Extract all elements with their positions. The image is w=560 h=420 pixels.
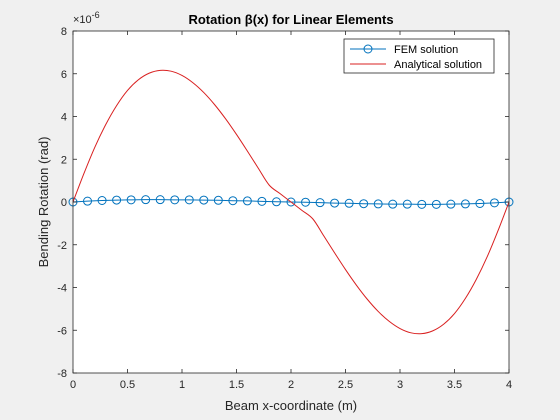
x-tick-label: 1.5 — [229, 379, 244, 391]
x-tick-label: 0 — [70, 379, 76, 391]
data-point — [97, 196, 107, 206]
x-tick-label: 3.5 — [447, 379, 462, 391]
y-tick-label: 0 — [61, 197, 67, 209]
y-tick-label: 8 — [61, 26, 67, 38]
data-point — [417, 199, 427, 209]
data-point — [301, 197, 311, 207]
data-point — [344, 198, 354, 208]
x-tick-label: 2 — [288, 379, 294, 391]
y-tick-label: 6 — [61, 69, 67, 81]
series-line-1 — [73, 69, 509, 335]
legend-fem-marker — [363, 44, 373, 54]
x-tick-label: 2.5 — [338, 379, 353, 391]
data-point — [112, 195, 122, 205]
data-point — [170, 195, 180, 205]
legend-analytical-label: Analytical solution — [394, 59, 482, 71]
data-point — [155, 195, 165, 205]
x-tick-label: 0.5 — [120, 379, 135, 391]
data-point — [402, 199, 412, 209]
data-point — [83, 196, 93, 206]
data-point — [228, 196, 238, 206]
y-axis-label: Bending Rotation (rad) — [36, 137, 51, 268]
data-point — [315, 198, 325, 208]
data-point — [475, 198, 485, 208]
legend: FEM solution Analytical solution — [343, 38, 495, 74]
y-tick-label: -8 — [57, 368, 67, 380]
y-tick-label: -2 — [57, 240, 67, 252]
y-tick-label: 4 — [61, 112, 67, 124]
y-tick-label: -4 — [57, 283, 67, 295]
data-point — [242, 196, 252, 206]
data-point — [330, 198, 340, 208]
data-point — [489, 198, 499, 208]
data-point — [199, 195, 209, 205]
y-tick-label: -6 — [57, 325, 67, 337]
data-point — [373, 199, 383, 209]
data-point — [446, 199, 456, 209]
data-point — [141, 195, 151, 205]
y-tick-label: 2 — [61, 154, 67, 166]
legend-fem-label: FEM solution — [394, 44, 458, 56]
x-tick-label: 3 — [397, 379, 403, 391]
y-exponent-label: ×10-6 — [73, 10, 100, 26]
x-axis-label: Beam x-coordinate (m) — [225, 398, 357, 413]
chart-title: Rotation β(x) for Linear Elements — [188, 12, 393, 27]
data-point — [460, 199, 470, 209]
x-tick-label: 4 — [506, 379, 512, 391]
data-point — [431, 199, 441, 209]
tick-layer: 0 0.5 1 1.5 2 2.5 3 3.5 4 -8 -6 -4 -2 0 2 4 6 8 — [57, 26, 512, 391]
data-point — [286, 197, 296, 207]
data-point — [271, 197, 281, 207]
data-point — [257, 196, 267, 206]
x-tick-label: 1 — [179, 379, 185, 391]
data-point — [184, 195, 194, 205]
data-point — [359, 199, 369, 209]
data-point — [388, 199, 398, 209]
data-point — [213, 195, 223, 205]
data-point — [126, 195, 136, 205]
